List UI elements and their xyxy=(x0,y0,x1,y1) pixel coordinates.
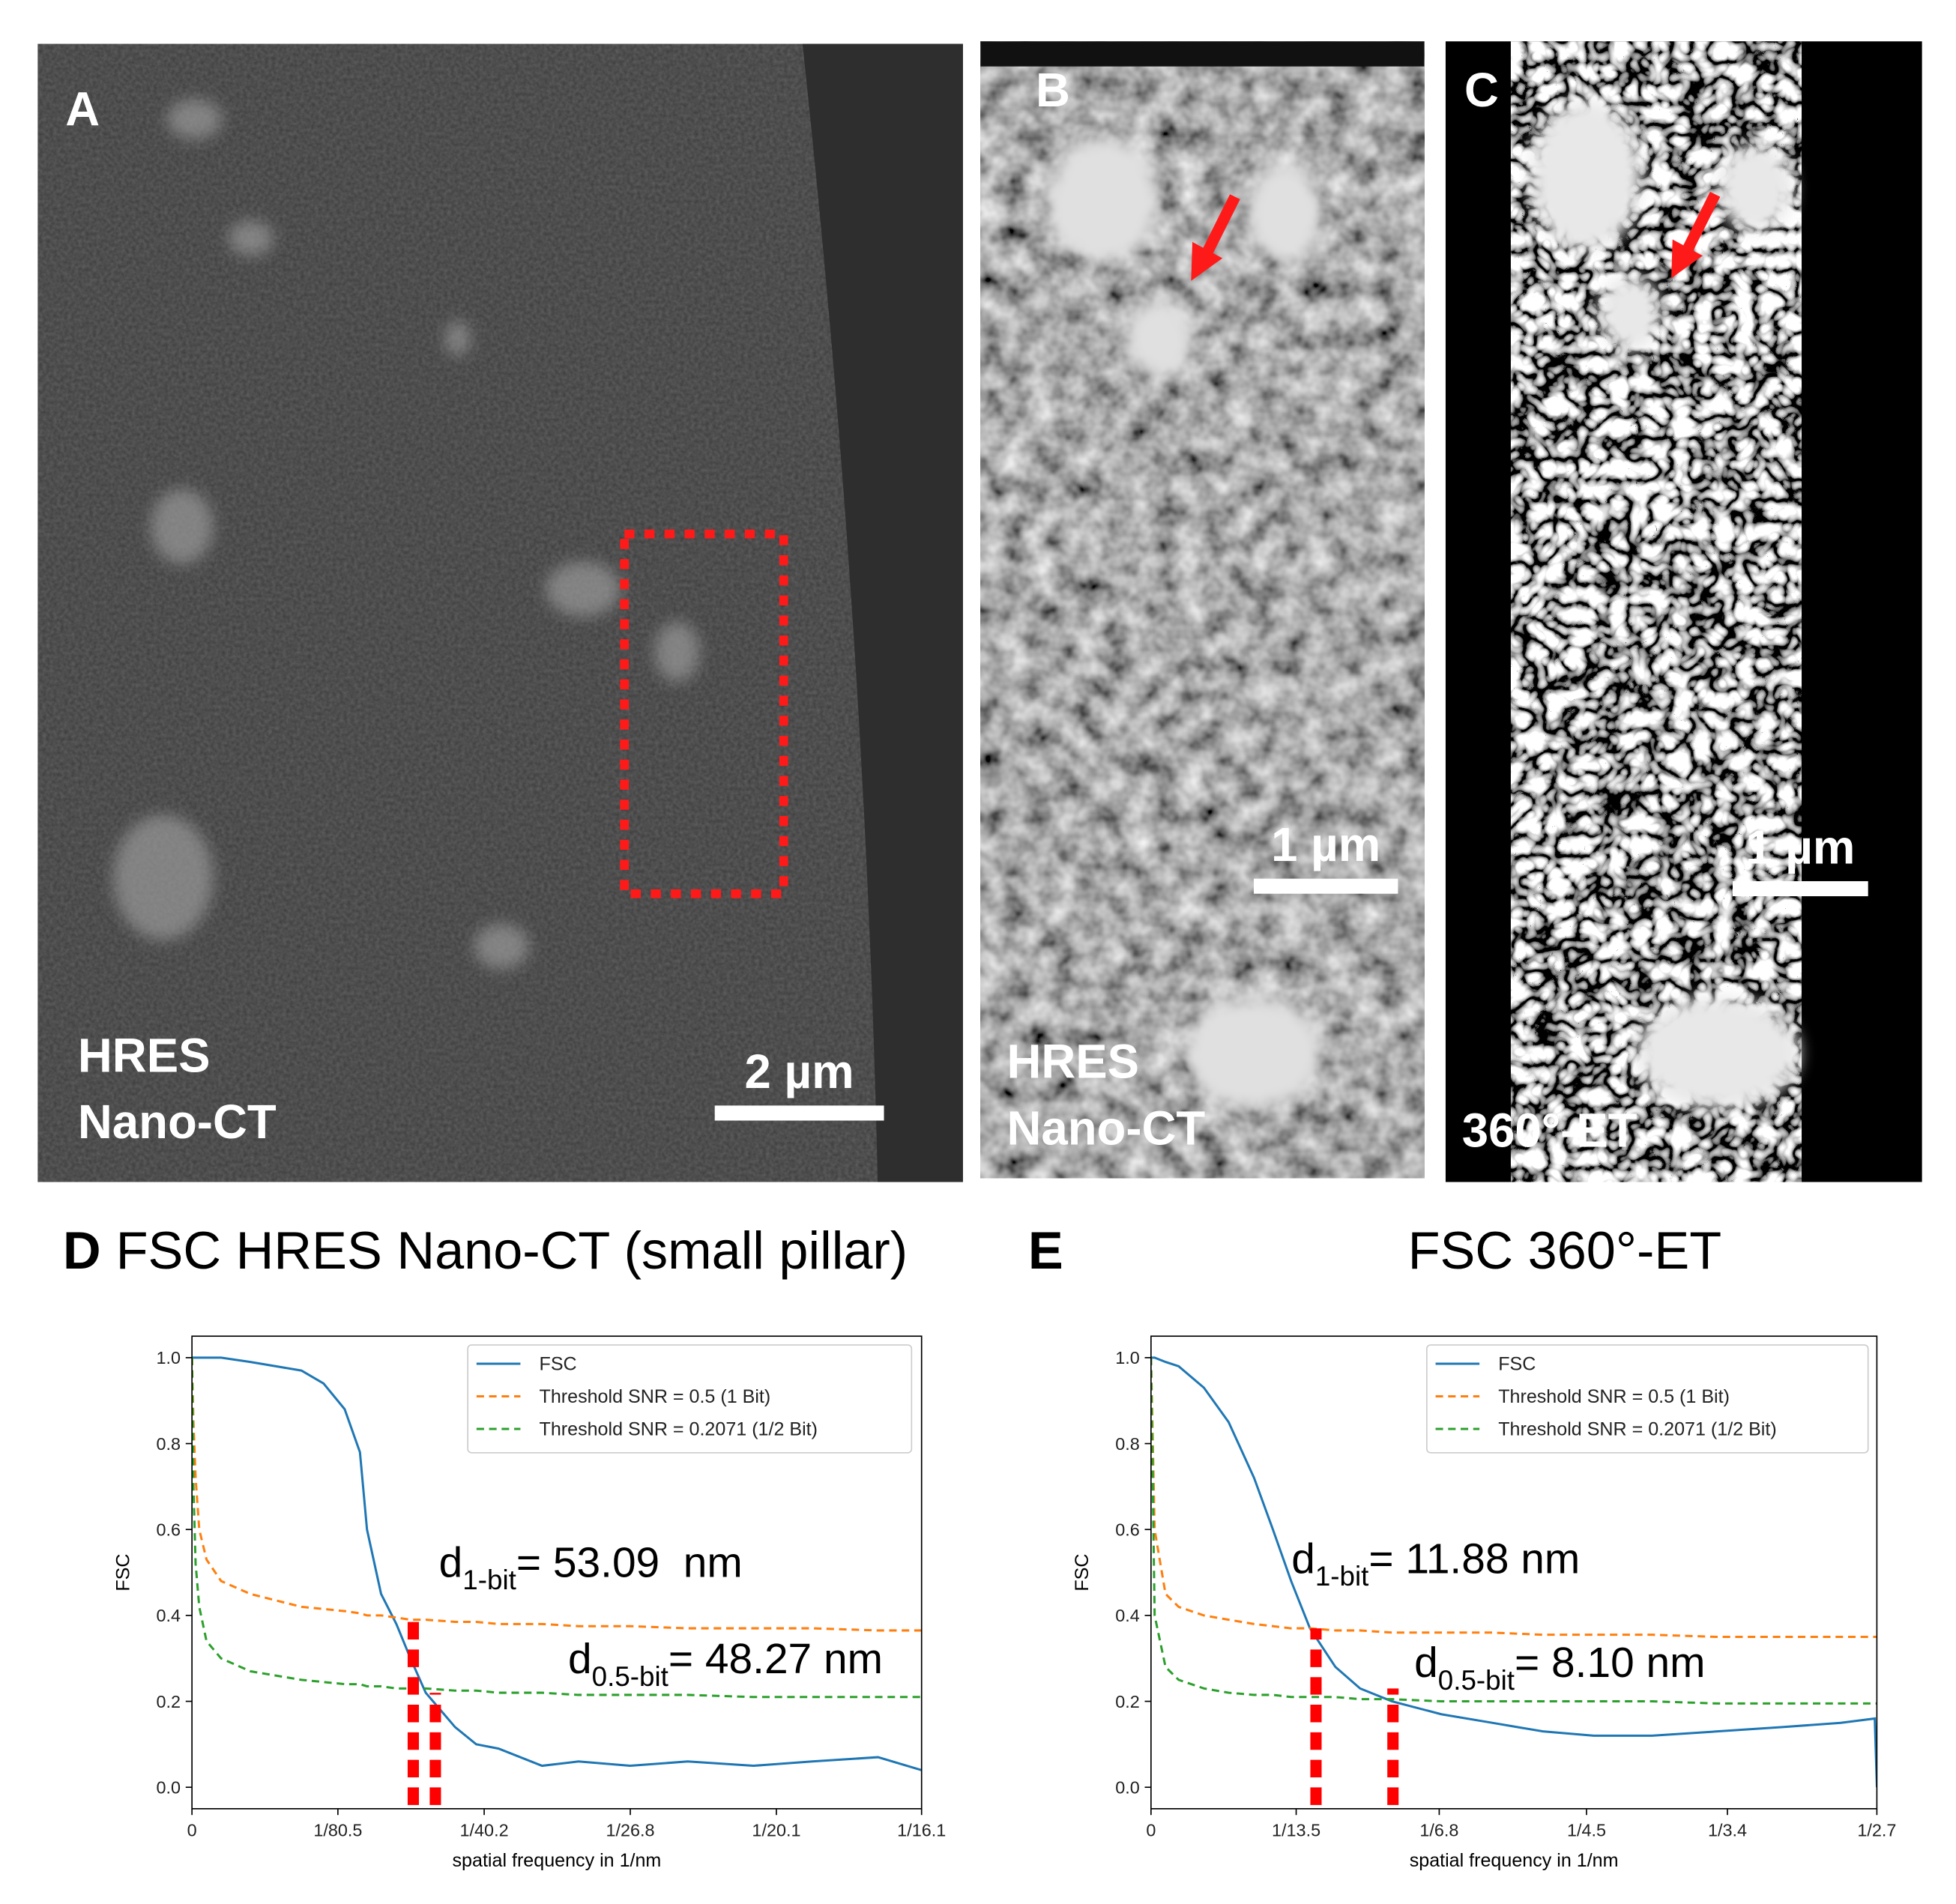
y-tick-label: 0.8 xyxy=(157,1434,181,1454)
y-tick-label: 1.0 xyxy=(157,1348,181,1367)
annotation-symbol: d xyxy=(568,1636,592,1683)
legend-label: FSC xyxy=(1498,1353,1536,1374)
scale-bar xyxy=(1254,878,1398,894)
annotation-subscript: 0.5-bit xyxy=(592,1661,668,1692)
arrow xyxy=(1201,194,1240,257)
scale-bar-label: 1 µm xyxy=(1745,821,1855,874)
plot-frame xyxy=(191,1335,923,1810)
series-line xyxy=(192,1357,922,1699)
legend-box xyxy=(467,1344,913,1454)
x-tick-label: 1/4.5 xyxy=(1567,1821,1606,1840)
arrowhead xyxy=(1671,239,1703,279)
panel-caption: Nano-CT xyxy=(78,1095,277,1149)
panel-caption: HRES xyxy=(1006,1036,1139,1089)
panel-label: B xyxy=(1036,64,1070,117)
panel-label: C xyxy=(1464,64,1499,117)
features xyxy=(112,99,700,970)
x-tick-label: 1/40.2 xyxy=(460,1821,509,1840)
legend-label: Threshold SNR = 0.5 (1 Bit) xyxy=(540,1386,771,1407)
annotation-subscript: 1-bit xyxy=(462,1565,516,1595)
x-tick-label: 1/26.8 xyxy=(606,1821,654,1840)
micrograph xyxy=(980,41,1425,1179)
scale-bar-label: 2 µm xyxy=(745,1045,854,1098)
legend-label: Threshold SNR = 0.2071 (1/2 Bit) xyxy=(540,1418,818,1439)
scale-bar-label: 1 µm xyxy=(1271,818,1380,871)
y-tick-label: 0.2 xyxy=(1115,1692,1140,1711)
panel-label: A xyxy=(65,82,100,136)
x-tick-label: 1/20.1 xyxy=(752,1821,800,1840)
x-tick-label: 1/16.1 xyxy=(897,1821,946,1840)
arrowhead xyxy=(1191,241,1223,281)
annotation: d0.5-bit= 8.10 nm xyxy=(1414,1639,1705,1696)
y-tick-label: 0.0 xyxy=(157,1778,181,1798)
micrograph-texture xyxy=(37,43,963,1182)
y-axis-label: FSC xyxy=(1072,1553,1093,1591)
y-tick-label: 0.2 xyxy=(157,1692,181,1711)
annotation-text: = 11.88 nm xyxy=(1368,1535,1580,1583)
x-tick-label: 1/13.5 xyxy=(1272,1821,1320,1840)
legend-label: Threshold SNR = 0.5 (1 Bit) xyxy=(1498,1386,1730,1407)
panel-b xyxy=(980,41,1425,1179)
chart-heading: D FSC HRES Nano-CT (small pillar) xyxy=(63,1221,908,1280)
x-tick-label: 1/2.7 xyxy=(1857,1821,1896,1840)
annotation-text: = 53.09 nm xyxy=(516,1539,743,1586)
x-axis-label: spatial frequency in 1/nm xyxy=(453,1850,662,1871)
panel-caption: HRES xyxy=(78,1029,211,1082)
x-tick-label: 1/3.4 xyxy=(1708,1821,1747,1840)
legend-label: Threshold SNR = 0.2071 (1/2 Bit) xyxy=(1498,1418,1776,1439)
annotation-subscript: 0.5-bit xyxy=(1438,1665,1515,1696)
features xyxy=(1047,138,1323,1110)
chart-title: FSC 360°-ET xyxy=(1408,1221,1721,1280)
scale-bar xyxy=(714,1105,884,1121)
annotation-symbol: d xyxy=(1414,1639,1438,1687)
y-tick-label: 0.0 xyxy=(1115,1778,1140,1798)
series-line xyxy=(192,1357,922,1632)
legend-label: FSC xyxy=(540,1353,577,1374)
scale-bar xyxy=(1733,880,1868,897)
y-tick-label: 0.4 xyxy=(157,1606,181,1625)
panel-caption: Nano-CT xyxy=(1006,1101,1205,1155)
panel-c xyxy=(1445,41,1922,1182)
y-tick-label: 0.6 xyxy=(1115,1520,1140,1540)
y-tick-label: 0.4 xyxy=(1115,1606,1140,1625)
x-tick-label: 0 xyxy=(187,1821,197,1840)
x-tick-label: 0 xyxy=(1146,1821,1156,1840)
annotation-symbol: d xyxy=(1291,1535,1315,1583)
annotation: d1-bit= 11.88 nm xyxy=(1291,1535,1580,1592)
y-axis-label: FSC xyxy=(113,1553,134,1591)
x-tick-label: 1/80.5 xyxy=(313,1821,362,1840)
micrograph-edge xyxy=(980,41,1425,67)
annotation-symbol: d xyxy=(439,1539,463,1586)
x-axis-label: spatial frequency in 1/nm xyxy=(1410,1850,1619,1871)
background-region xyxy=(802,43,963,1182)
chart-title: FSC HRES Nano-CT (small pillar) xyxy=(116,1221,908,1280)
plot-frame xyxy=(1150,1335,1878,1810)
y-tick-label: 0.6 xyxy=(157,1520,181,1540)
series-line xyxy=(1150,1357,1877,1639)
legend-box xyxy=(1426,1344,1869,1454)
features xyxy=(1530,100,1799,1110)
y-tick-label: 1.0 xyxy=(1115,1348,1140,1367)
y-tick-label: 0.8 xyxy=(1115,1434,1140,1454)
chart-label: D xyxy=(63,1221,101,1280)
annotation-subscript: 1-bit xyxy=(1315,1561,1369,1592)
annotation: d1-bit= 53.09 nm xyxy=(439,1539,743,1595)
annotation-text: = 48.27 nm xyxy=(668,1636,883,1683)
series-line xyxy=(192,1356,922,1771)
annotation: d0.5-bit= 48.27 nm xyxy=(568,1636,883,1692)
annotation-text: = 8.10 nm xyxy=(1515,1639,1705,1687)
panel-caption: 360°-ET xyxy=(1462,1104,1637,1158)
x-tick-label: 1/6.8 xyxy=(1419,1821,1458,1840)
series-line xyxy=(1150,1356,1877,1788)
series-line xyxy=(1150,1357,1877,1705)
chart-label: E xyxy=(1028,1221,1063,1280)
arrow xyxy=(1681,191,1721,255)
panel-a xyxy=(37,43,963,1182)
